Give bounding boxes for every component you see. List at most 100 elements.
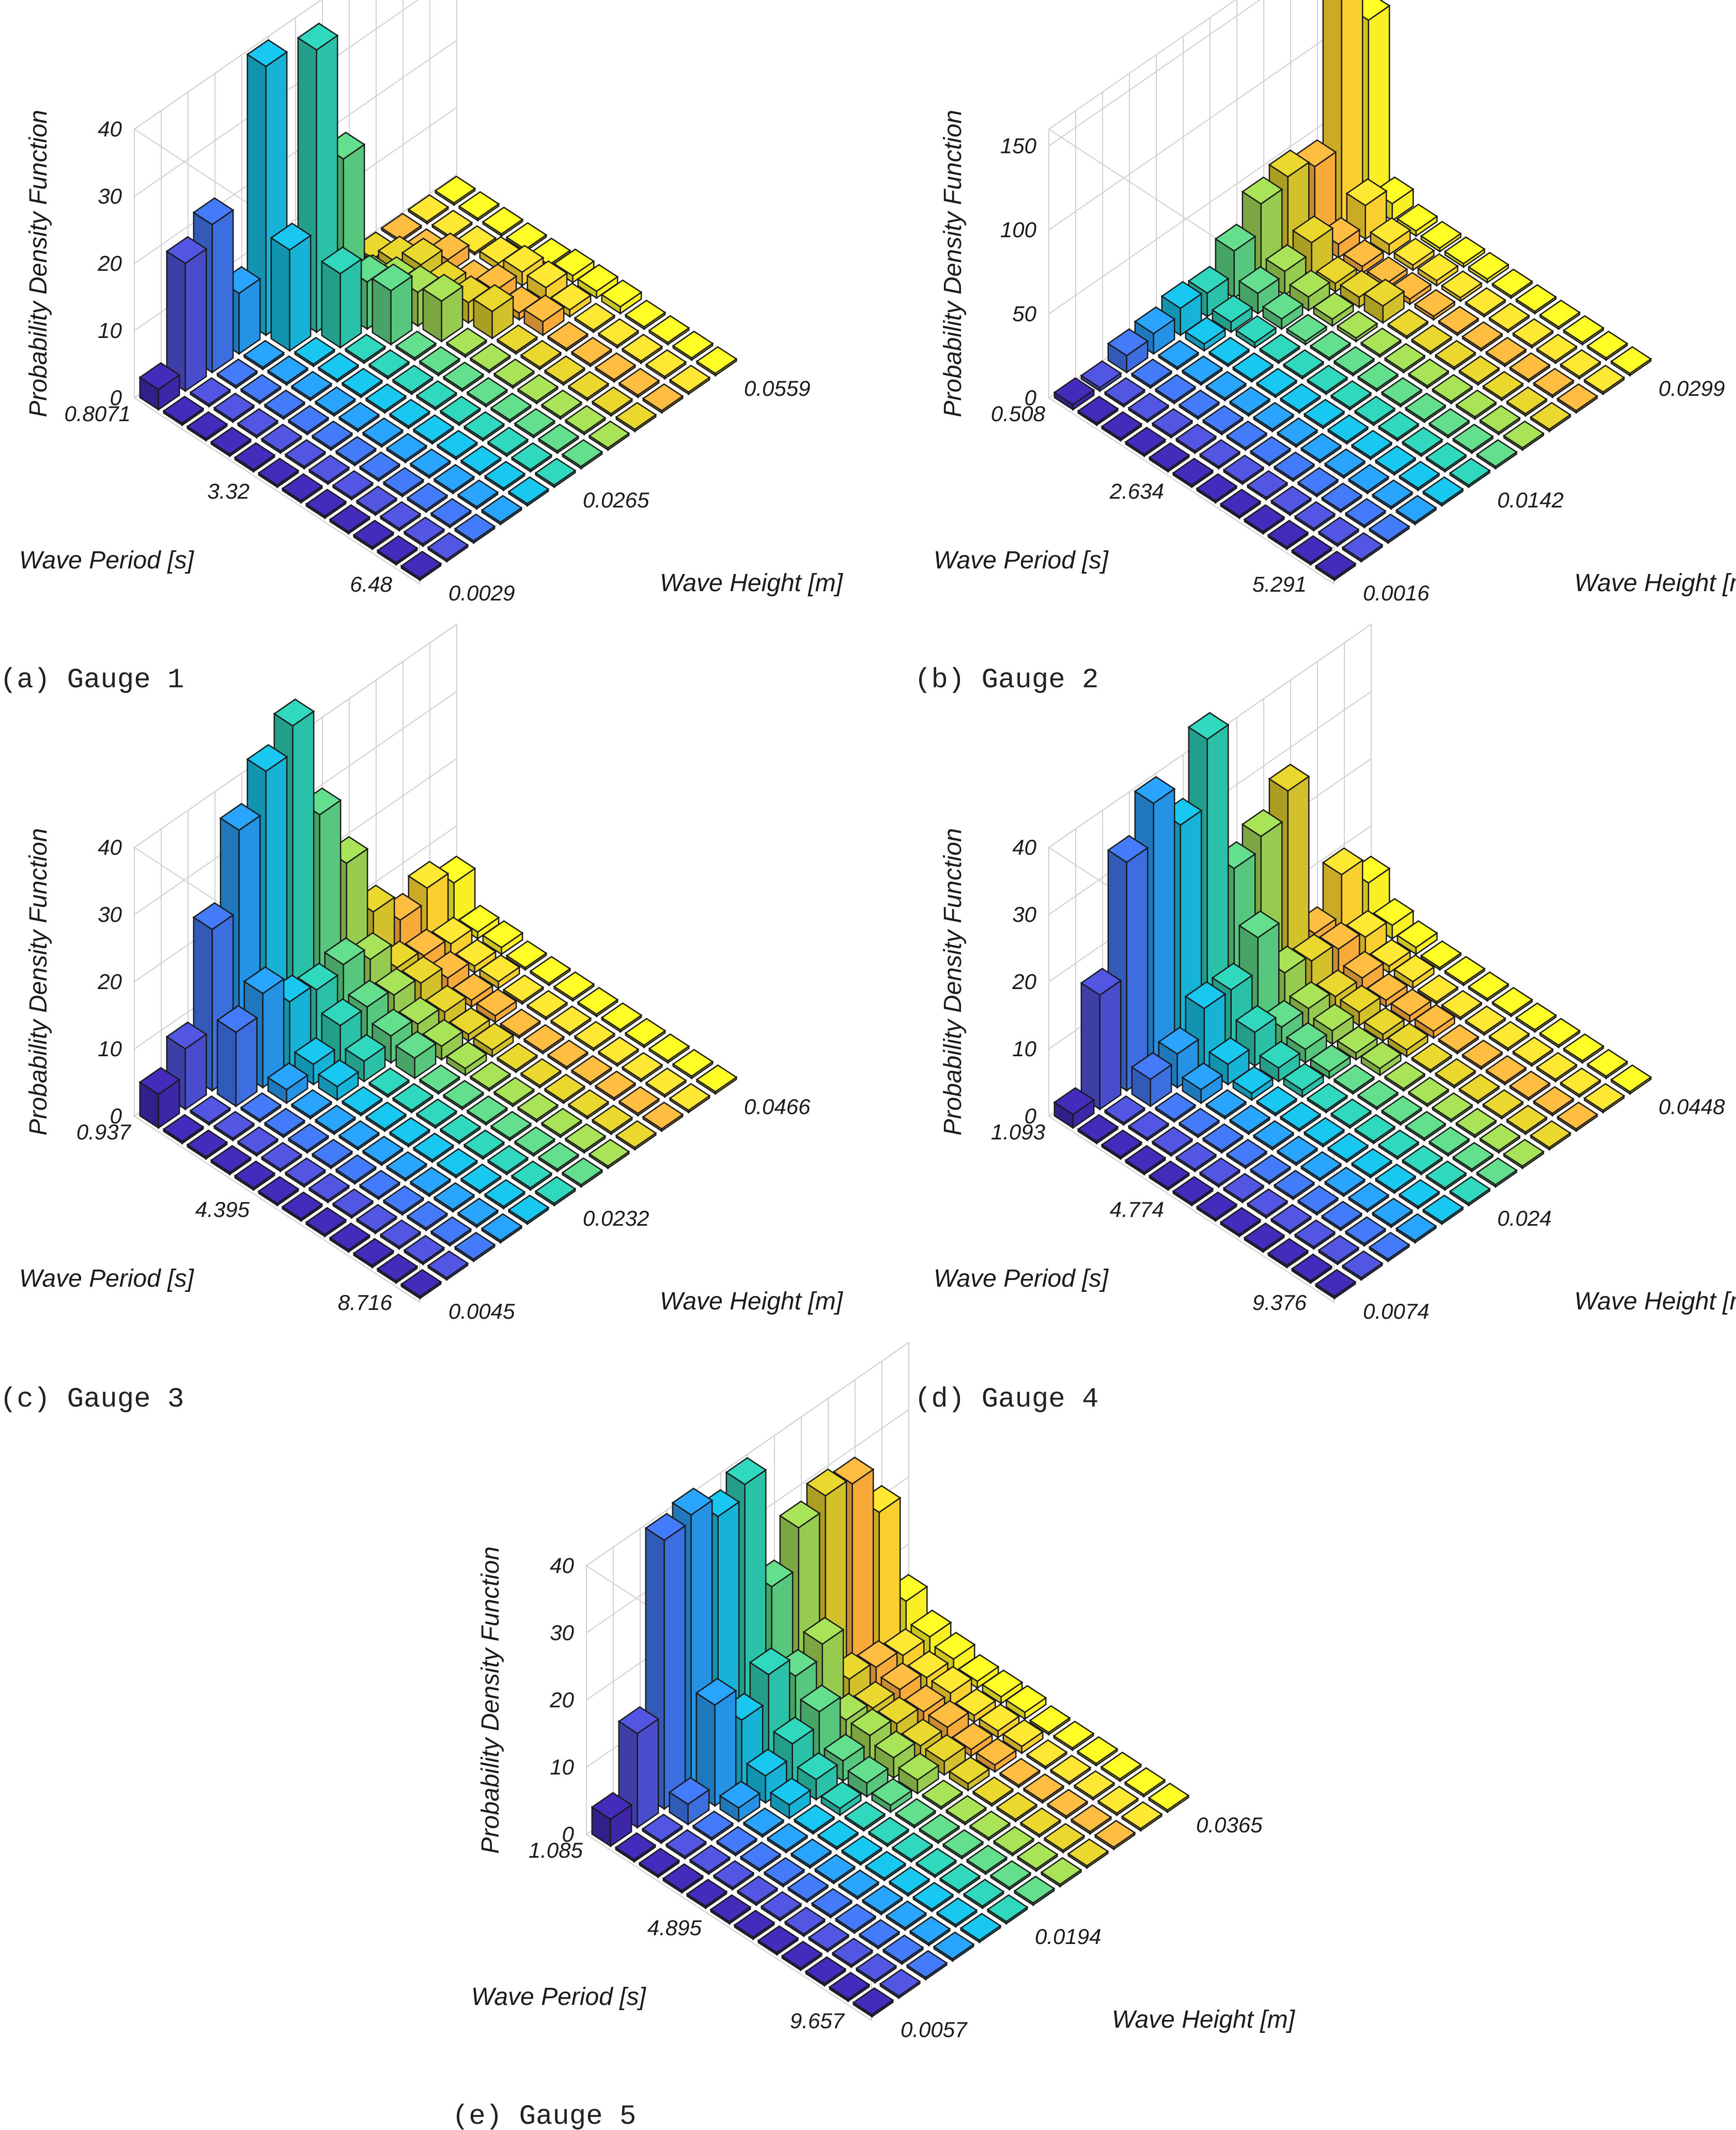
bar-top	[290, 1089, 333, 1118]
bar-p10-h10	[645, 1067, 687, 1099]
bar-top	[618, 1086, 660, 1115]
bar-top	[804, 1956, 847, 1985]
bar-top	[669, 1083, 711, 1112]
bar-top	[1238, 910, 1280, 939]
bar-top	[591, 1104, 633, 1133]
bar-top	[978, 1703, 1020, 1732]
bar-p10-h0	[376, 535, 419, 566]
bar-p8-h8	[996, 1792, 1038, 1823]
bar-top	[695, 1064, 738, 1093]
bar-top	[1512, 1036, 1554, 1065]
bar-p5-h9	[499, 1008, 541, 1040]
bar-top	[855, 1953, 897, 1982]
z-tick-label: 0	[1025, 385, 1037, 410]
bar-top	[427, 1250, 469, 1279]
bar-top	[1351, 429, 1393, 458]
bar-top	[425, 984, 467, 1013]
bar-top	[192, 197, 235, 226]
bar-p3-h5	[1259, 333, 1301, 365]
bar-p6-h3	[362, 1135, 404, 1167]
bar-top	[1294, 1219, 1336, 1248]
bar-top	[1202, 405, 1244, 434]
bar-top	[1532, 1086, 1575, 1115]
bar-p6-h0	[733, 1909, 776, 1941]
bar-p8-h9	[1485, 1055, 1527, 1086]
bar-top	[1440, 270, 1483, 299]
bar-top	[850, 1708, 892, 1737]
bar-top	[510, 442, 553, 471]
bar-p9-h6	[1428, 408, 1470, 439]
bar-p1-h1	[189, 377, 231, 408]
bar-p8-h8	[544, 355, 586, 387]
bar-p8-h5	[915, 1847, 957, 1879]
z-tick-label: 50	[1012, 302, 1036, 326]
bar-p1-h0	[162, 395, 205, 427]
bar-top	[1256, 367, 1298, 396]
bar-top	[1267, 519, 1309, 548]
bar-top	[1479, 405, 1521, 434]
bar-p8-h1	[1270, 1203, 1312, 1235]
bar-top	[1347, 1182, 1390, 1211]
bar-top	[1509, 1070, 1551, 1099]
bar-p6-h0	[281, 473, 323, 504]
bar-top	[1259, 1040, 1301, 1069]
bar-p10-h4	[484, 1179, 526, 1210]
z-grid-line	[586, 1342, 909, 1566]
bar-top	[452, 973, 494, 1001]
bar-top	[1026, 1739, 1068, 1768]
bar-p9-h11	[648, 315, 690, 346]
bar-top	[790, 1838, 832, 1867]
bar-p11-h8	[1067, 1838, 1109, 1870]
bar-p11-h1	[427, 532, 469, 563]
bar-p7-h6	[466, 1095, 508, 1126]
bar-top	[1339, 984, 1382, 1013]
bar-top	[1187, 712, 1230, 740]
bar-top	[1246, 1188, 1289, 1217]
bar-p5-h2	[311, 1138, 353, 1170]
bar-p3-h10	[931, 1665, 973, 1708]
bar-top	[385, 1151, 428, 1180]
bar-p9-h4	[1374, 445, 1417, 476]
bar-top	[1148, 442, 1190, 471]
bar-p11-h6	[561, 1157, 603, 1189]
bar-top	[526, 990, 568, 1018]
bar-top	[907, 1650, 949, 1679]
bar-top	[359, 451, 401, 480]
bar-top	[1226, 420, 1268, 449]
bar-p11-h9	[1556, 1101, 1599, 1133]
bar-p2-h4	[1208, 336, 1250, 368]
bar-p10-h7	[564, 1123, 607, 1154]
bar-top	[1371, 479, 1414, 508]
bar-p2-h0	[638, 1847, 680, 1879]
height-tick-label: 0.0232	[583, 1206, 649, 1230]
bar-top	[365, 1101, 407, 1130]
bar-p1-h5	[297, 962, 339, 1052]
bar-face	[663, 1524, 686, 1811]
bar-top	[1327, 414, 1369, 443]
bar-top	[828, 1971, 871, 2000]
bar-p6-h10	[1002, 1719, 1044, 1755]
bar-top	[1279, 383, 1322, 412]
bar-p5-h8	[472, 1022, 515, 1058]
bar-p2-h5	[1235, 1005, 1277, 1068]
bar-p10-h9	[618, 1086, 660, 1117]
bar-p4-h10	[1417, 253, 1459, 287]
bar-p6-h5	[1330, 1098, 1372, 1130]
bar-p9-h10	[1536, 1052, 1578, 1083]
bar-top	[273, 698, 315, 727]
z-axis-label: Probability Density Function	[477, 1547, 504, 1854]
bar-p11-h11	[1610, 346, 1652, 377]
bar-top	[986, 1894, 1029, 1923]
bar-top	[317, 352, 360, 381]
caption-gauge-5: (e) Gauge 5	[452, 2101, 636, 2130]
bar-p2-h9	[1342, 950, 1385, 993]
bar-top	[1073, 1770, 1115, 1799]
bar-top	[454, 513, 496, 542]
bar-top	[1515, 284, 1557, 313]
bar-p1-h1	[641, 1813, 684, 1845]
bar-p5-h4	[1279, 1101, 1322, 1133]
bar-p7-h0	[305, 1207, 347, 1238]
bar-top	[618, 367, 660, 396]
z-axis-label: Probability Density Function	[939, 110, 967, 418]
height-tick-label: 0.0045	[448, 1299, 515, 1323]
